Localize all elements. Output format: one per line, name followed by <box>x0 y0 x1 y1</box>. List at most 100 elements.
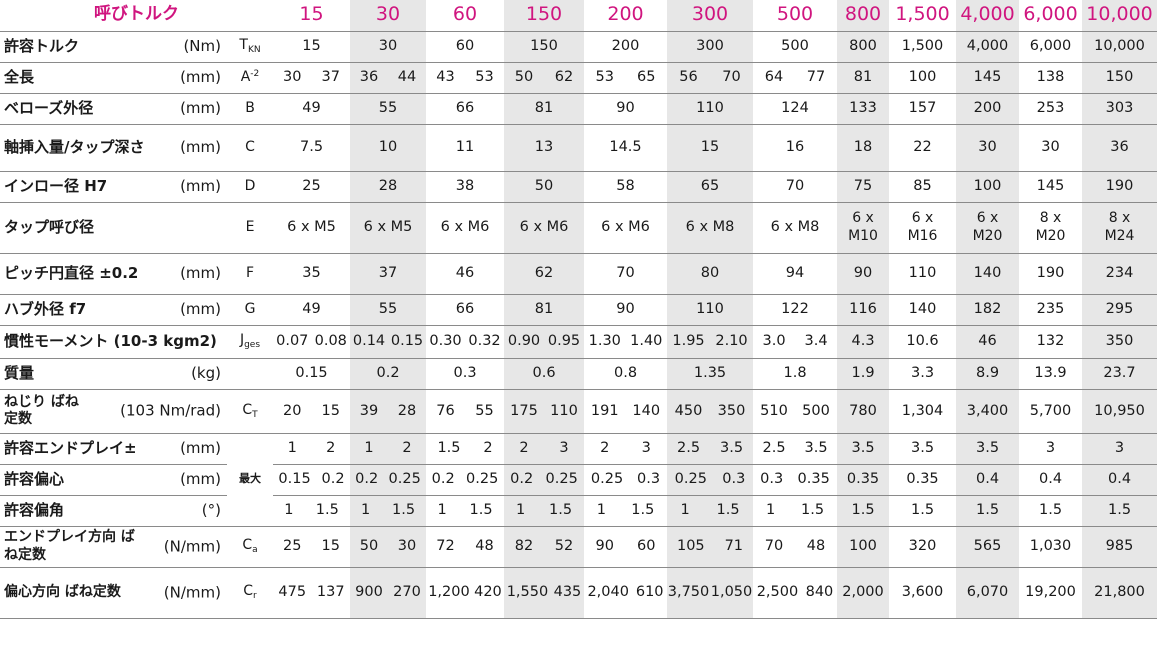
symbol-cell: E <box>227 202 274 254</box>
value-pair: 0.2 0.25 <box>504 471 584 488</box>
value-a: 1.30 <box>588 333 621 350</box>
value-a: 0.2 <box>510 471 534 488</box>
value: 70 <box>616 265 635 282</box>
value: 133 <box>849 100 877 117</box>
symbol-sub: r <box>253 591 257 602</box>
value-cell: 190 <box>1082 171 1157 203</box>
value-b: 65 <box>637 69 656 86</box>
value-a: 1 <box>360 502 371 519</box>
symbol-main: C <box>243 583 254 600</box>
value-cell: 30 <box>1019 124 1083 172</box>
value-cell: 1 1.5 <box>504 495 585 527</box>
value-cell: 70 48 <box>753 526 838 568</box>
value-cell: 253 <box>1019 93 1083 125</box>
value: 5,700 <box>1029 402 1072 419</box>
value-cell: 1 1.5 <box>584 495 668 527</box>
value-cell: 6 x M10 <box>837 202 890 254</box>
symbol-main: C <box>242 401 253 418</box>
table-title: 呼びトルク <box>0 0 274 32</box>
value: 780 <box>849 402 877 419</box>
value-cell: 1 1.5 <box>667 495 754 527</box>
value: 295 <box>1105 301 1134 318</box>
value-cell: 35 <box>273 253 351 295</box>
value-a: 191 <box>590 402 619 419</box>
symbol-sup: -2 <box>250 69 260 80</box>
value-cell: 80 <box>667 253 754 295</box>
value-cell: 49 <box>273 93 351 125</box>
value: 75 <box>853 178 873 195</box>
value: 116 <box>849 301 877 318</box>
value-cell: 0.15 0.2 <box>273 464 351 496</box>
value-a: 90 <box>595 538 614 555</box>
value-cell: 30 37 <box>273 62 351 94</box>
value-cell: 10 <box>350 124 427 172</box>
value-cell: 90 <box>584 93 668 125</box>
value-a: 36 <box>359 69 379 86</box>
value: 81 <box>534 301 554 318</box>
value-a: 1,550 <box>506 584 549 601</box>
value-a: 475 <box>278 584 307 601</box>
row-label: ねじり ばね定数 (103 Nm/rad) <box>0 389 227 434</box>
value: 1.5 <box>910 502 935 519</box>
value-pair: 1 1.5 <box>584 502 667 519</box>
value-b: 77 <box>806 69 826 86</box>
table-row: 許容エンドプレイ± (mm) 最大 1 2 1 2 1.5 2 2 3 2 3 2.5 3.5 2.5 3.5 3… <box>0 433 1157 527</box>
value-b: 0.08 <box>314 333 347 350</box>
value: 140 <box>908 301 937 318</box>
value-pair: 191 140 <box>584 403 667 420</box>
value-a: 0.14 <box>352 333 386 350</box>
value-a: 70 <box>764 538 784 555</box>
value: 2,000 <box>842 584 884 601</box>
value: 15 <box>700 139 720 156</box>
value-cell: 0.4 <box>1019 464 1083 496</box>
symbol-cell: G <box>227 294 274 326</box>
value-cell: 110 <box>889 253 957 295</box>
table-row: 全長 (mm) A-2 30 37 36 44 43 53 50 62 53 65 56 70 64 77 81 1… <box>0 62 1157 94</box>
value: 16 <box>785 139 805 156</box>
value: 38 <box>455 178 475 195</box>
value: 11 <box>455 139 475 156</box>
value-cell: 1.30 1.40 <box>584 325 668 359</box>
row-unit: (N/mm) <box>163 582 221 601</box>
value-cell: 18 <box>837 124 890 172</box>
value-cell: 1,030 <box>1019 526 1083 568</box>
value-a: 175 <box>510 402 538 419</box>
value: 320 <box>908 538 937 555</box>
value-pair: 2,500 840 <box>753 584 837 601</box>
value: 132 <box>1036 333 1065 350</box>
value-cell: 36 <box>1082 124 1157 172</box>
value: 1,500 <box>901 38 944 55</box>
value-pair: 0.2 0.25 <box>350 471 426 488</box>
value: 80 <box>700 265 720 282</box>
value-pair: 3,750 1,050 <box>667 584 753 601</box>
value-a: 1 <box>596 502 606 519</box>
value-cell: 1.9 <box>837 358 890 390</box>
value-cell: 110 <box>667 294 754 326</box>
value: 30 <box>978 139 997 156</box>
value-b: 0.35 <box>797 471 830 488</box>
value-pair: 450 350 <box>667 403 753 420</box>
value-a: 2 <box>600 440 610 457</box>
value-b: 3 <box>641 440 651 457</box>
value-a: 50 <box>514 69 534 86</box>
value-a: 1 <box>287 440 297 457</box>
value-pair: 2,040 610 <box>584 584 667 601</box>
value: 1.8 <box>783 365 807 382</box>
value-cell: 1.35 <box>667 358 754 390</box>
symbol-main: T <box>239 37 248 54</box>
symbol-main: E <box>245 219 255 236</box>
value-cell: 6 x M5 <box>350 202 427 254</box>
value-pair: 0.07 0.08 <box>273 333 350 350</box>
value-cell: 65 <box>667 171 754 203</box>
value-pair: 56 70 <box>667 69 753 86</box>
value: 4,000 <box>966 38 1009 55</box>
value-cell: 140 <box>956 253 1020 295</box>
value: 124 <box>781 100 809 117</box>
value: 565 <box>973 538 1002 555</box>
value-cell: 22 <box>889 124 957 172</box>
symbol-main: B <box>245 100 255 117</box>
table-row: ベローズ外径 (mm) B 49 55 66 81 90 110 124 133 157 200 253 3… <box>0 93 1157 125</box>
value-cell: 6 x M6 <box>426 202 505 254</box>
value-cell: 53 65 <box>584 62 668 94</box>
